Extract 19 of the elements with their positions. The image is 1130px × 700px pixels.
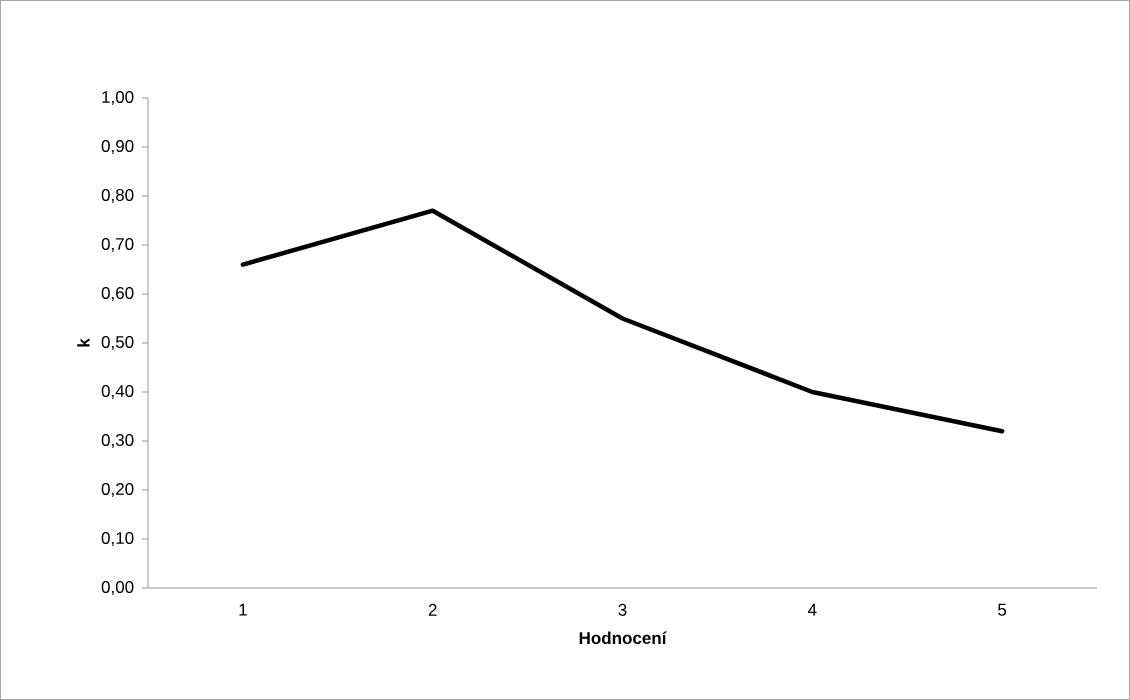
y-tick-label: 0,60 — [101, 286, 134, 302]
x-axis-title: Hodnocení — [579, 631, 667, 645]
y-tick-label: 0,20 — [101, 482, 134, 498]
y-tick-label: 0,90 — [101, 139, 134, 155]
x-tick-label: 4 — [807, 603, 817, 616]
y-tick-label: 0,40 — [101, 384, 134, 400]
y-tick-label: 0,80 — [101, 188, 134, 204]
y-tick-label: 0,70 — [101, 237, 134, 253]
y-tick-label: 0,50 — [101, 335, 134, 351]
x-tick-label: 2 — [428, 603, 437, 616]
x-tick-label: 3 — [618, 603, 627, 616]
y-tick-label: 0,00 — [101, 580, 134, 596]
line-series — [240, 208, 1005, 434]
y-axis-title: k — [77, 338, 90, 347]
x-tick-label: 5 — [998, 603, 1007, 616]
x-tick-label: 1 — [239, 603, 247, 616]
y-tick-label: 1,00 — [102, 90, 134, 106]
y-tick-label: 0,30 — [101, 433, 134, 449]
y-tick-label: 0,10 — [101, 531, 134, 547]
